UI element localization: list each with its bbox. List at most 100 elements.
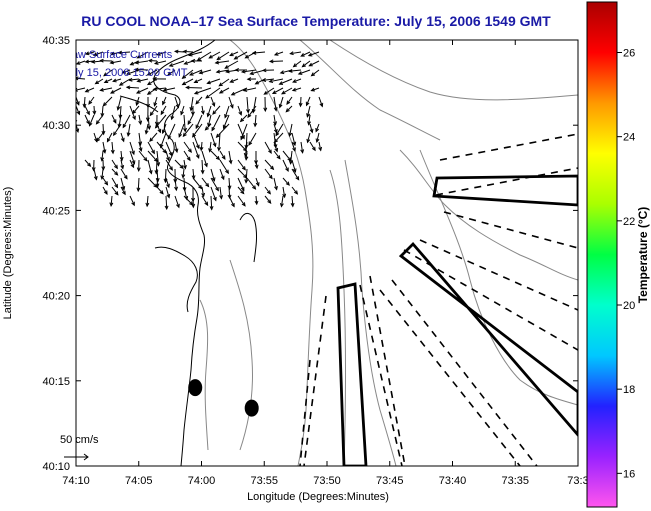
current-vector <box>292 60 302 68</box>
current-vector <box>273 114 278 126</box>
current-vector <box>264 186 271 195</box>
coastline-segment <box>154 246 198 313</box>
depth-contour <box>299 40 441 141</box>
current-vector <box>210 177 219 192</box>
x-tick-label: 74:00 <box>188 475 216 487</box>
current-vector <box>187 114 194 126</box>
current-vector <box>196 51 212 61</box>
current-vector <box>182 49 194 54</box>
current-vector <box>216 51 230 61</box>
surface-current-vectors <box>76 49 324 211</box>
current-vector <box>165 186 171 199</box>
current-vector <box>117 50 131 55</box>
sampling-boxes <box>336 174 578 466</box>
current-vector <box>278 96 284 109</box>
current-vector <box>121 69 131 74</box>
current-vector <box>149 105 158 117</box>
y-tick-label: 40:20 <box>42 291 70 303</box>
current-vector <box>88 96 95 105</box>
current-vector <box>210 132 217 148</box>
transect-line <box>369 275 406 466</box>
current-vector <box>237 105 243 116</box>
current-vector <box>183 60 194 65</box>
current-vector <box>192 132 200 150</box>
current-vector <box>178 123 185 138</box>
current-vector <box>246 77 257 82</box>
current-vector <box>182 159 187 170</box>
current-vector <box>188 51 203 57</box>
x-tick-label: 73:55 <box>250 475 278 487</box>
current-vector <box>106 132 113 143</box>
current-vector <box>282 177 290 186</box>
colorbar <box>586 1 618 508</box>
current-vector <box>111 186 119 196</box>
current-vector <box>224 105 230 119</box>
current-vector <box>152 76 167 81</box>
current-vector <box>214 60 230 65</box>
current-vector <box>264 159 275 171</box>
current-vector <box>244 150 249 161</box>
current-vector <box>240 69 257 74</box>
current-vector <box>288 68 302 73</box>
current-vector <box>102 186 108 195</box>
current-vector <box>215 123 230 139</box>
current-vector <box>84 159 92 168</box>
current-vector <box>297 69 311 75</box>
x-tick-label: 74:10 <box>62 475 90 487</box>
depth-contour <box>229 40 314 466</box>
current-vector <box>174 195 180 209</box>
inset-label-line-2: July 15, 2006 15:00 GMT <box>64 67 188 79</box>
current-vector <box>110 141 115 155</box>
current-vector <box>84 105 90 116</box>
current-vector <box>210 168 216 182</box>
current-vector <box>182 123 194 138</box>
coastline-segment <box>153 40 216 466</box>
current-vector <box>162 87 176 92</box>
current-vector <box>291 87 302 92</box>
current-vector <box>165 150 170 162</box>
current-vector <box>111 114 117 124</box>
current-vector <box>278 78 293 85</box>
current-vector <box>286 96 293 106</box>
current-vector <box>282 186 287 199</box>
station-markers <box>188 379 259 417</box>
current-vector <box>100 150 105 162</box>
current-vector <box>120 186 126 196</box>
current-vector <box>146 69 158 76</box>
colorbar-tick-label: 26 <box>623 48 635 60</box>
current-vector <box>215 69 230 74</box>
current-vector <box>210 150 221 161</box>
current-vector <box>132 105 140 115</box>
current-vector <box>181 69 194 79</box>
current-vector <box>229 78 239 83</box>
transect-line <box>299 359 311 466</box>
colorbar-ticks: 26 24 22 20 18 16 <box>617 48 635 480</box>
current-vector <box>309 123 314 134</box>
current-vector <box>264 195 272 204</box>
current-vector <box>254 159 259 170</box>
depth-contour <box>229 259 253 451</box>
current-vector <box>127 77 140 82</box>
current-vector <box>229 51 239 57</box>
current-vector <box>180 105 185 116</box>
current-vector <box>193 87 212 95</box>
current-vector <box>237 159 246 171</box>
current-vector <box>264 168 273 180</box>
current-vector <box>136 159 141 172</box>
current-vector <box>109 87 122 94</box>
current-vector <box>120 159 125 170</box>
current-vector <box>244 168 249 184</box>
current-vector <box>119 150 124 162</box>
current-vector <box>102 177 109 186</box>
current-vector <box>174 141 179 154</box>
current-vector <box>242 87 257 92</box>
current-vector <box>279 195 284 208</box>
current-vector <box>230 87 248 96</box>
current-vector <box>112 123 122 137</box>
x-tick-label: 73:3 <box>567 475 588 487</box>
current-vector <box>144 123 149 135</box>
sampling-box <box>336 282 368 466</box>
current-vector <box>189 96 194 112</box>
inset-label-line-1: Raw Surface Currents <box>64 49 173 61</box>
current-vector <box>138 114 143 126</box>
